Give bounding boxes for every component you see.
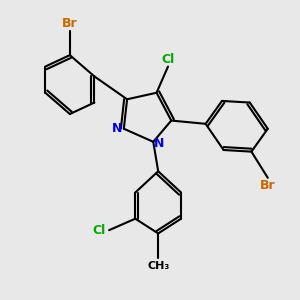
Text: N: N: [154, 137, 164, 150]
Text: Br: Br: [260, 178, 276, 191]
Text: Cl: Cl: [161, 53, 175, 66]
Text: Br: Br: [62, 17, 78, 30]
Text: Cl: Cl: [93, 224, 106, 237]
Text: N: N: [111, 122, 122, 135]
Text: CH₃: CH₃: [147, 261, 169, 271]
